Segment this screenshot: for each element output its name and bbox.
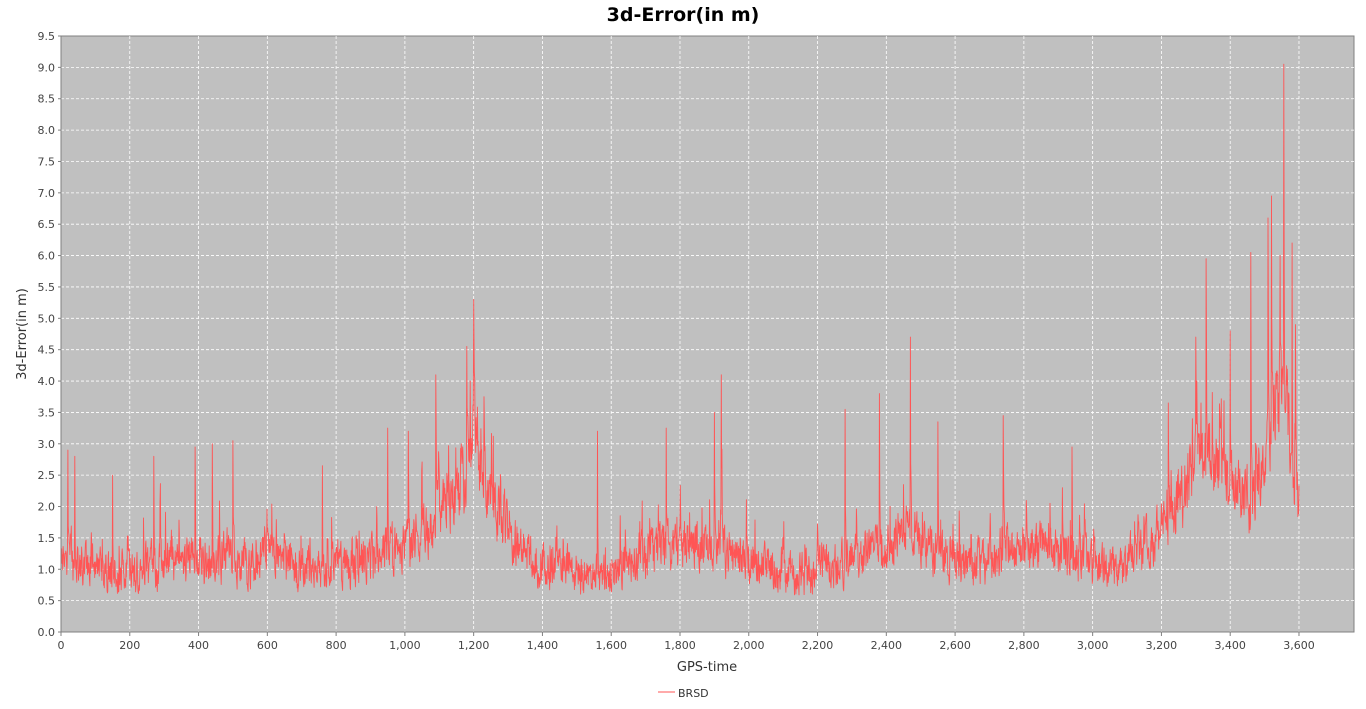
y-tick-label: 1.5 xyxy=(38,532,56,545)
y-tick-label: 5.5 xyxy=(38,281,56,294)
series-line-brsd xyxy=(60,63,1300,596)
y-tick-label: 0.5 xyxy=(38,595,56,608)
y-axis-label: 3d-Error(in m) xyxy=(15,288,30,380)
x-tick-label: 3,400 xyxy=(1214,639,1246,652)
x-tick-label: 2,600 xyxy=(939,639,971,652)
legend: BRSD xyxy=(658,687,709,700)
y-tick-label: 8.5 xyxy=(38,93,56,106)
x-tick-label: 2,800 xyxy=(1008,639,1040,652)
y-tick-label: 0.0 xyxy=(38,626,56,639)
x-tick-label: 400 xyxy=(188,639,209,652)
x-tick-label: 1,600 xyxy=(595,639,627,652)
x-tick-label: 1,000 xyxy=(389,639,421,652)
x-tick-label: 1,800 xyxy=(664,639,696,652)
grid-lines xyxy=(61,36,1354,632)
x-tick-label: 800 xyxy=(326,639,347,652)
y-tick-label: 3.5 xyxy=(38,406,56,419)
y-tick-label: 4.5 xyxy=(38,344,56,357)
x-tick-label: 3,200 xyxy=(1146,639,1178,652)
x-tick-label: 1,200 xyxy=(458,639,490,652)
x-tick-label: 3,600 xyxy=(1283,639,1315,652)
y-axis-ticks: 0.0 0.5 1.0 1.5 2.0 2.5 3.0 3.5 4.0 4.5 5.0 5.5 6.0 6… xyxy=(38,30,61,639)
y-tick-label: 8.0 xyxy=(38,124,56,137)
x-tick-label: 600 xyxy=(257,639,278,652)
y-tick-label: 1.0 xyxy=(38,563,56,576)
y-tick-label: 9.0 xyxy=(38,61,56,74)
y-tick-label: 5.0 xyxy=(38,312,56,325)
y-tick-label: 7.0 xyxy=(38,187,56,200)
y-tick-label: 6.5 xyxy=(38,218,56,231)
y-tick-label: 6.0 xyxy=(38,250,56,263)
x-tick-label: 200 xyxy=(119,639,140,652)
y-tick-label: 2.0 xyxy=(38,501,56,514)
x-tick-label: 3,000 xyxy=(1077,639,1109,652)
x-tick-label: 2,000 xyxy=(733,639,765,652)
y-tick-label: 7.5 xyxy=(38,155,56,168)
y-tick-label: 3.0 xyxy=(38,438,56,451)
series-layer xyxy=(60,63,1300,596)
y-tick-label: 4.0 xyxy=(38,375,56,388)
x-axis-ticks: 0 200 400 600 800 1,000 1,200 1,400 1,600 1,800 2,… xyxy=(58,632,1315,652)
x-tick-label: 2,400 xyxy=(871,639,903,652)
y-tick-label: 9.5 xyxy=(38,30,56,43)
x-tick-label: 1,400 xyxy=(527,639,559,652)
x-tick-label: 0 xyxy=(58,639,65,652)
y-tick-label: 2.5 xyxy=(38,469,56,482)
legend-label: BRSD xyxy=(678,687,709,700)
x-axis-label: GPS-time xyxy=(677,660,737,675)
x-tick-label: 2,200 xyxy=(802,639,834,652)
chart-title: 3d-Error(in m) xyxy=(607,4,760,26)
